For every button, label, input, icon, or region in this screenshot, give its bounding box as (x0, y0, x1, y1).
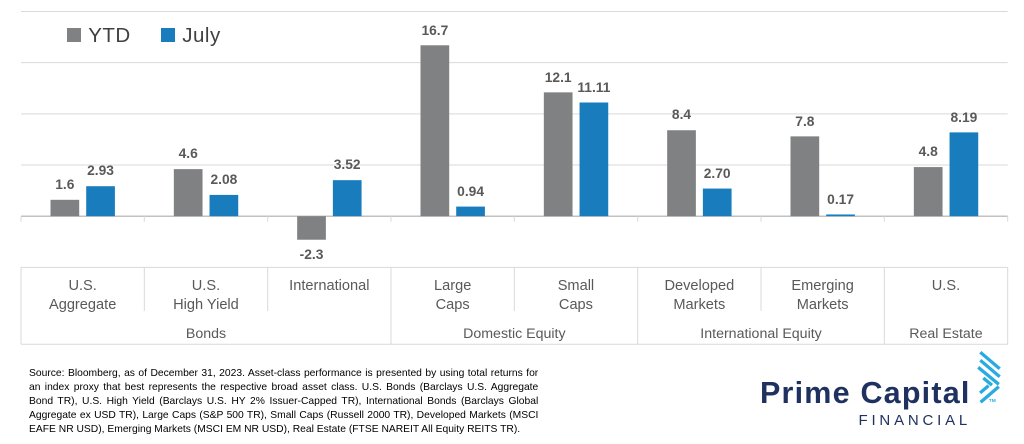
svg-text:TM: TM (989, 398, 996, 404)
